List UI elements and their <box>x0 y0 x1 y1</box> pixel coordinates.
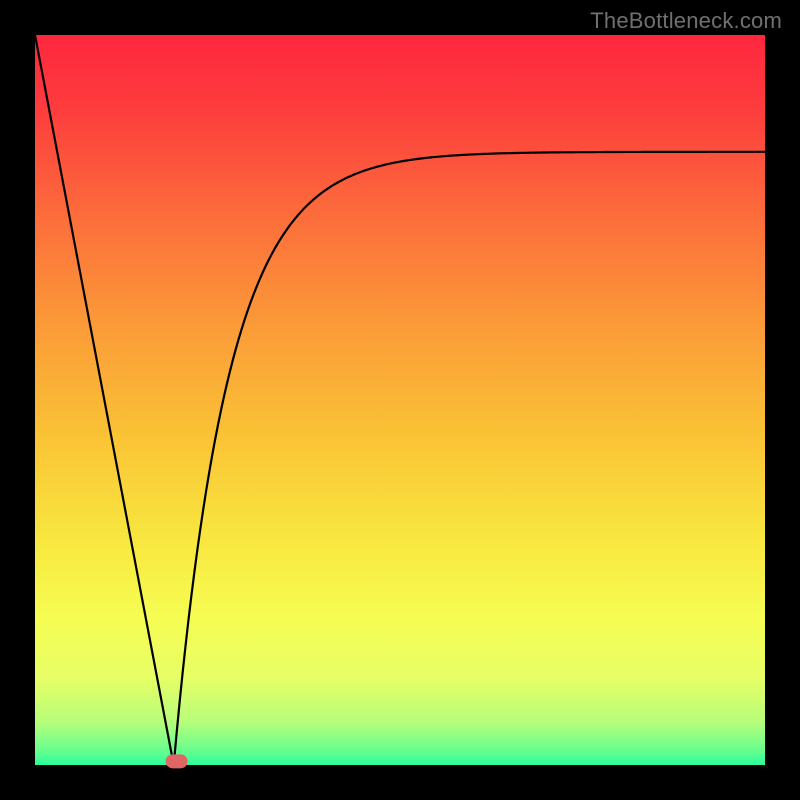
chart-canvas <box>0 0 800 800</box>
plot-area <box>35 35 765 765</box>
dip-marker <box>166 754 188 768</box>
bottleneck-chart: TheBottleneck.com <box>0 0 800 800</box>
